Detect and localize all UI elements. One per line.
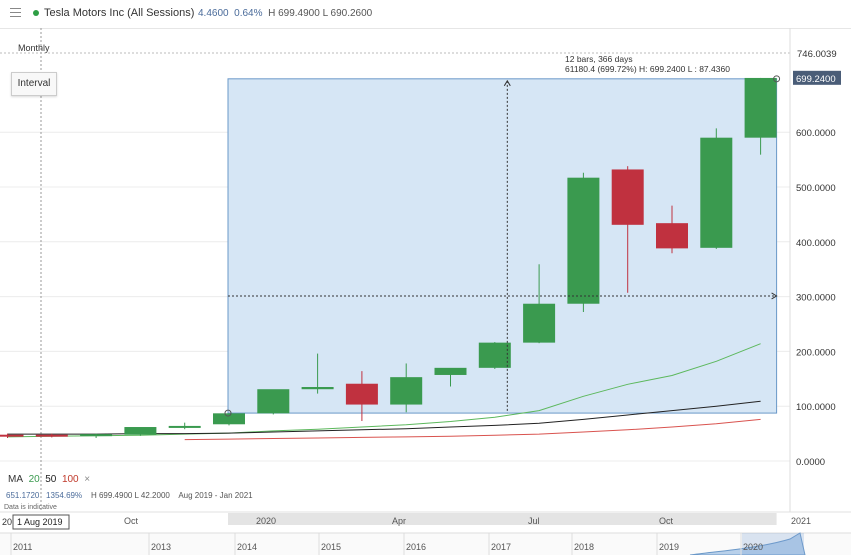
candle-body: [700, 137, 733, 248]
stat-high-low: H 699.4900 L 42.2000: [90, 491, 170, 500]
candle-body: [611, 169, 644, 225]
time-axis-label: 2021: [791, 516, 811, 526]
candle-body: [80, 434, 113, 437]
interval-button[interactable]: Interval: [11, 72, 57, 96]
cursor-date-box: [12, 514, 70, 530]
candles: [0, 77, 777, 438]
navigator-year-label: 2011: [13, 542, 32, 552]
candle-body: [478, 342, 511, 368]
interval-label: Monthly: [18, 43, 50, 53]
y-tick-label: 200.0000: [796, 347, 836, 358]
time-axis-label: Jul: [528, 516, 540, 526]
ma-line-ma-100: [184, 418, 761, 441]
y-tick-label: 300.0000: [796, 293, 836, 304]
ma-20-toggle[interactable]: 20: [28, 474, 40, 485]
candle-body: [301, 387, 334, 390]
candle-body: [124, 427, 157, 435]
candle-body: [656, 223, 688, 249]
candle-body: [0, 434, 24, 437]
navigator-year-label: 2017: [491, 542, 511, 552]
candle-body: [434, 367, 467, 375]
stat-range: Aug 2019 - Jan 2021: [178, 491, 253, 500]
stat-value: 651.1720: [6, 491, 40, 500]
candle-body: [390, 377, 423, 405]
stat-percent: 1354.69%: [46, 491, 83, 500]
arrow-right-icon: [771, 292, 778, 300]
disclaimer: Data is indicative: [4, 504, 57, 511]
ma-50-toggle[interactable]: 50: [45, 474, 57, 485]
navigator-year-label: 2013: [151, 542, 171, 552]
y-tick-label: 500.0000: [796, 183, 836, 194]
change-percent: 0.64%: [234, 8, 263, 19]
candle-body: [345, 383, 378, 405]
candle-body: [744, 77, 777, 138]
candle-body: [257, 389, 290, 414]
navigator-year-label: 2019: [659, 542, 679, 552]
change-value: 4.4600: [198, 8, 229, 19]
navigator-year-label: 2016: [406, 542, 426, 552]
selection-anchor-start: [224, 409, 232, 417]
navigator-background: [0, 533, 851, 555]
ma-100-toggle[interactable]: 100: [61, 474, 79, 485]
candle-body: [567, 177, 600, 304]
range-stats: 651.1720 1354.69% H 699.4900 L 42.2000 A…: [6, 491, 253, 500]
cursor-date-label: 1 Aug 2019: [17, 517, 63, 527]
crosshair-price-label: 746.0039: [797, 49, 837, 60]
navigator-window: [742, 533, 804, 555]
time-axis-label: 2020: [256, 516, 276, 526]
measure-bars-text: 12 bars, 366 days: [565, 54, 633, 64]
y-tick-label: 0.0000: [796, 457, 825, 468]
close-ma-icon[interactable]: ×: [84, 474, 91, 485]
candle-body: [213, 413, 245, 425]
hamburger-menu-icon[interactable]: [10, 8, 21, 17]
navigator-year-label: 2018: [574, 542, 594, 552]
measure-change-text: 61180.4 (699.72%) H: 699.2400 L : 87.436…: [565, 64, 730, 74]
arrow-up-icon: [503, 79, 511, 87]
time-axis-label: Oct: [124, 516, 139, 526]
current-price-tag: [793, 70, 841, 85]
ma-line-ma-20: [7, 343, 761, 438]
high-low: H 699.4900 L 690.2600: [268, 8, 373, 19]
quote-line: 4.4600 0.64% H 699.4900 L 690.2600: [198, 8, 372, 19]
market-status-icon: [33, 10, 39, 16]
candle-body: [35, 434, 68, 437]
time-axis-stub: 20: [2, 517, 12, 527]
instrument-title: Tesla Motors Inc (All Sessions): [44, 7, 195, 19]
ma-label: MA: [8, 474, 23, 485]
navigator-year-label: 2014: [237, 542, 257, 552]
top-bar: Tesla Motors Inc (All Sessions) 4.4600 0…: [0, 0, 851, 29]
moving-average-legend: MA 20 50 100 ×: [8, 474, 90, 485]
candle-body: [168, 425, 201, 428]
y-tick-label: 600.0000: [796, 128, 836, 139]
y-tick-label: 100.0000: [796, 402, 836, 413]
time-axis-selection: [228, 513, 777, 525]
selection-anchor-end: [773, 75, 781, 83]
current-price-label: 699.2400: [796, 74, 836, 85]
time-axis-label: Oct: [659, 516, 674, 526]
navigator-area: [689, 532, 806, 555]
y-tick-label: 400.0000: [796, 238, 836, 249]
navigator-year-label: 2015: [321, 542, 341, 552]
navigator-year-label: 2020: [743, 542, 763, 552]
time-axis-label: Apr: [392, 516, 406, 526]
candle-body: [523, 303, 556, 343]
